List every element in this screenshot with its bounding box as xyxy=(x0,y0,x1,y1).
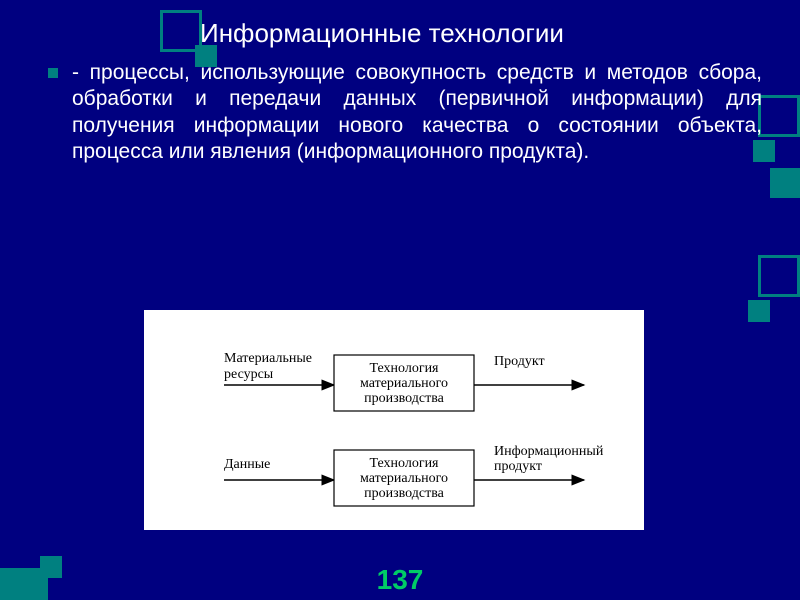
diagram-input-label: ресурсы xyxy=(224,367,274,382)
bullet-icon xyxy=(48,68,58,78)
slide-body: - процессы, использующие совокупность ср… xyxy=(48,60,762,165)
diagram-node-label: материального xyxy=(360,376,448,391)
diagram-node-label: Технология xyxy=(369,361,439,376)
slide-title: Информационные технологии xyxy=(200,18,750,49)
flowchart-svg: Материальные ресурсы Технология материал… xyxy=(144,310,644,530)
deco-square xyxy=(40,556,62,578)
diagram-output-label: продукт xyxy=(494,459,542,474)
diagram-output-label: Информационный xyxy=(494,444,604,459)
deco-square xyxy=(758,95,800,137)
deco-square xyxy=(770,168,800,198)
diagram-output-label: Продукт xyxy=(494,354,545,369)
diagram-node-label: производства xyxy=(364,486,445,501)
diagram-node-label: материального xyxy=(360,471,448,486)
deco-square xyxy=(748,300,770,322)
bullet-text: - процессы, использующие совокупность ср… xyxy=(72,60,762,165)
deco-square xyxy=(758,255,800,297)
diagram-node-label: производства xyxy=(364,391,445,406)
page-number: 137 xyxy=(377,566,424,594)
diagram-panel: Материальные ресурсы Технология материал… xyxy=(144,310,644,530)
diagram-input-label: Данные xyxy=(224,457,270,472)
diagram-node-label: Технология xyxy=(369,456,439,471)
diagram-input-label: Материальные xyxy=(224,351,312,366)
